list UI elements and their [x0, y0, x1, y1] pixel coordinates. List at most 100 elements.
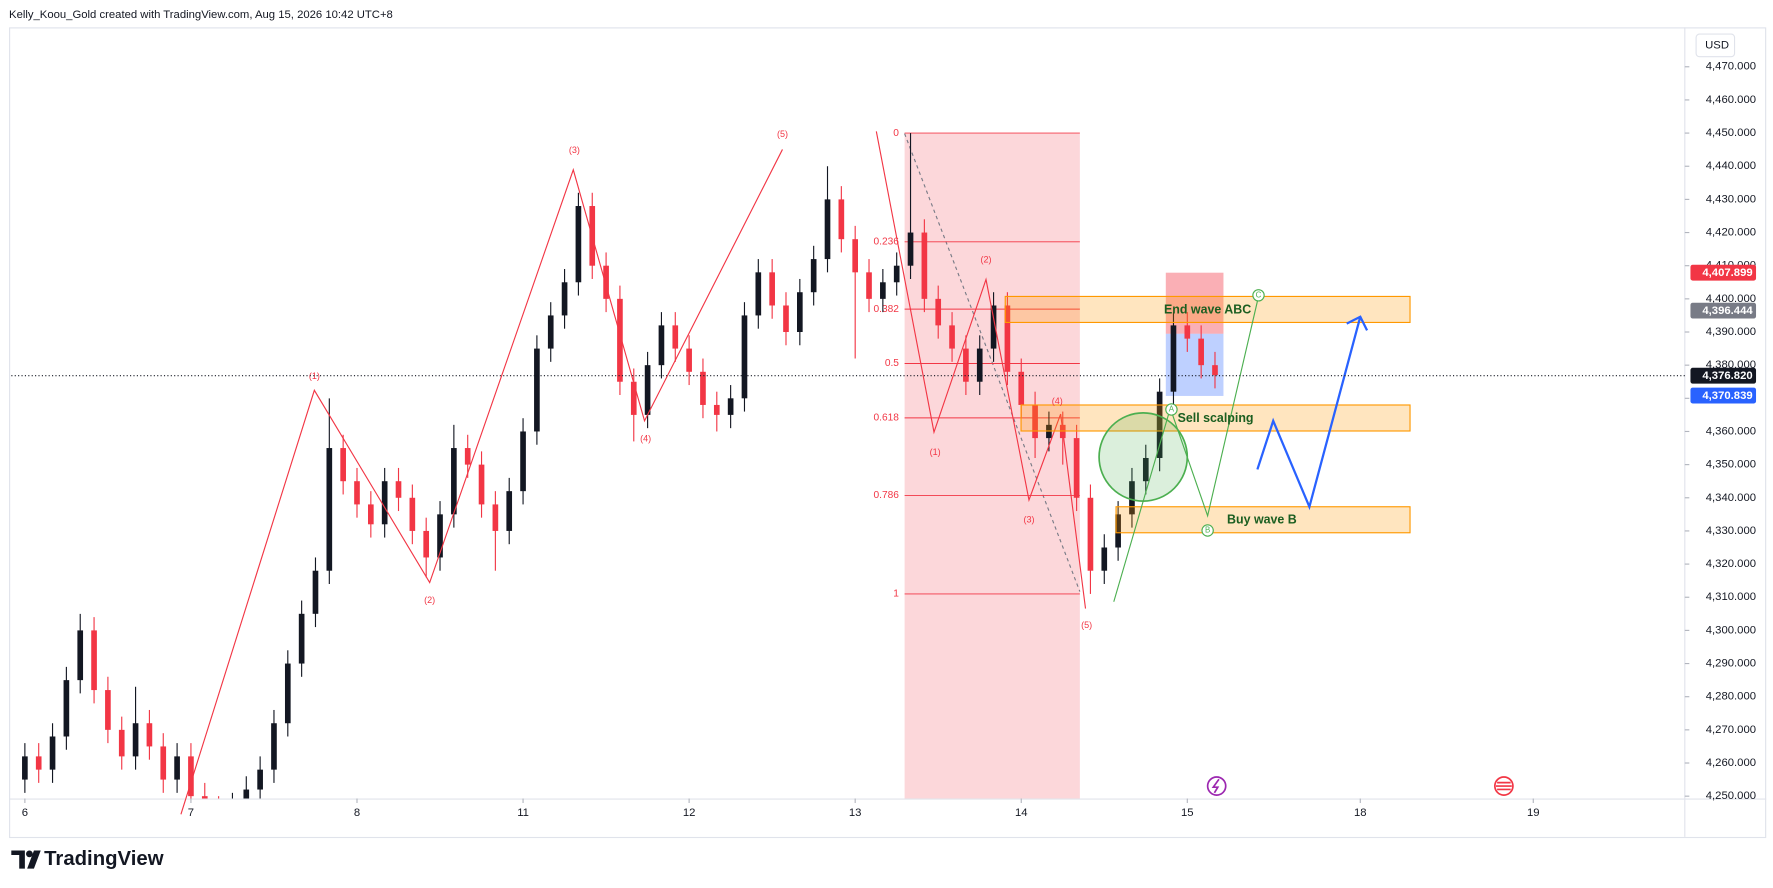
candle-body — [990, 305, 997, 349]
candle-body — [534, 348, 540, 432]
y-tick-label: 4,270.000 — [1706, 724, 1756, 736]
x-tick-label: 11 — [517, 807, 529, 819]
candle-body — [326, 448, 333, 571]
price-tag — [1690, 264, 1757, 281]
currency: USD — [1705, 39, 1729, 51]
y-tick-label: 4,350.000 — [1706, 459, 1756, 471]
header: Kelly_Koou_Gold created with TradingView… — [9, 9, 393, 21]
candle-body — [160, 746, 167, 780]
fib-label: 0.786 — [874, 490, 900, 501]
fib-label: 0.618 — [874, 413, 900, 424]
candle-body — [132, 723, 139, 757]
candle-body — [644, 365, 651, 415]
abc-line — [1113, 296, 1260, 602]
y-tick-label: 4,310.000 — [1706, 591, 1756, 603]
candle-body — [1101, 547, 1108, 571]
candle-body — [852, 239, 859, 273]
candle-body — [1087, 497, 1094, 571]
candle-body — [284, 663, 291, 724]
y-tick-label: 4,390.000 — [1706, 326, 1756, 338]
y-tick-label: 4,470.000 — [1706, 61, 1756, 73]
fib-zone — [904, 133, 1080, 799]
price-tag — [1690, 302, 1757, 319]
fib-label: 0.382 — [874, 304, 900, 315]
y-tick-label: 4,260.000 — [1706, 757, 1756, 769]
fib-label: 0.5 — [885, 358, 899, 369]
y-tick-label: 4,460.000 — [1706, 94, 1756, 106]
candle-body — [783, 305, 789, 333]
stop-zone — [1165, 272, 1224, 334]
wave-label: (3) — [1023, 515, 1034, 525]
arrow-head — [1346, 315, 1369, 331]
wave-label: (2) — [980, 255, 991, 265]
candle-body — [1170, 325, 1177, 392]
candle-body — [492, 504, 499, 531]
price-tag — [1690, 387, 1757, 404]
candle-body — [810, 259, 817, 293]
candle-body — [1212, 365, 1218, 376]
wave-label: (5) — [777, 129, 788, 139]
candle-body — [381, 481, 388, 525]
candle-body — [146, 723, 153, 747]
candle-body — [1073, 438, 1080, 498]
candle-body — [22, 756, 28, 780]
candle-body — [298, 613, 305, 664]
candle-body — [520, 431, 526, 492]
candle-body — [963, 348, 969, 382]
currency-box — [1695, 33, 1736, 58]
brand-logo: TradingView — [11, 848, 164, 870]
y-tick-label: 4,440.000 — [1706, 160, 1756, 172]
x-tick-label: 7 — [188, 807, 194, 819]
y-tick-label: 4,280.000 — [1706, 691, 1756, 703]
fib-label: 1 — [893, 589, 899, 600]
candle-body — [769, 272, 775, 306]
wave-label: (4) — [640, 433, 651, 443]
price-tag-label: 4,370.839 — [1702, 390, 1752, 402]
candle-body — [630, 381, 637, 415]
zone-label: End wave ABC — [1164, 302, 1251, 316]
candle-body — [395, 481, 402, 498]
candle-body — [1198, 338, 1204, 366]
candle-body — [478, 464, 485, 505]
y-tick-label: 4,400.000 — [1706, 293, 1756, 305]
x-tick-label: 14 — [1015, 807, 1028, 819]
candle-body — [880, 282, 886, 299]
wave-label: (5) — [1081, 620, 1092, 630]
candle-body — [271, 723, 277, 770]
zone-box — [1004, 295, 1411, 324]
abc-marker — [1252, 289, 1265, 302]
candle-body — [824, 199, 831, 260]
candle-body — [755, 272, 762, 316]
candle-body — [1184, 325, 1191, 339]
candle-body — [838, 199, 845, 240]
logo-mark — [27, 850, 41, 869]
wave-label: (2) — [424, 595, 435, 605]
candle-body — [976, 348, 983, 382]
candle-body — [797, 292, 803, 333]
y-tick-label: 4,360.000 — [1706, 425, 1756, 437]
candle-body — [1142, 457, 1149, 482]
x-tick-label: 13 — [849, 807, 862, 819]
fib-trend-line — [904, 133, 1081, 592]
abc-marker — [1201, 524, 1214, 537]
candle-body — [575, 206, 582, 283]
candle-body — [451, 448, 457, 515]
candle-body — [1115, 514, 1121, 548]
x-tick-label: 18 — [1354, 807, 1367, 819]
candle-body — [174, 756, 180, 780]
candle-body — [312, 570, 319, 614]
highlight-circle — [1098, 412, 1189, 502]
candle-body — [49, 736, 56, 770]
candle-body — [105, 690, 111, 730]
candle-body — [354, 481, 360, 505]
candle-body — [35, 756, 42, 770]
candle-body — [907, 232, 914, 266]
abc-label: B — [1205, 526, 1210, 535]
candle-body — [340, 448, 346, 482]
candle-body — [921, 232, 928, 299]
drawings: A B C End wave ABC Sell scalping Buy wav… — [180, 129, 1514, 815]
event-icon[interactable] — [1206, 776, 1227, 796]
y-tick-label: 4,330.000 — [1706, 525, 1756, 537]
candle-body — [658, 325, 665, 366]
